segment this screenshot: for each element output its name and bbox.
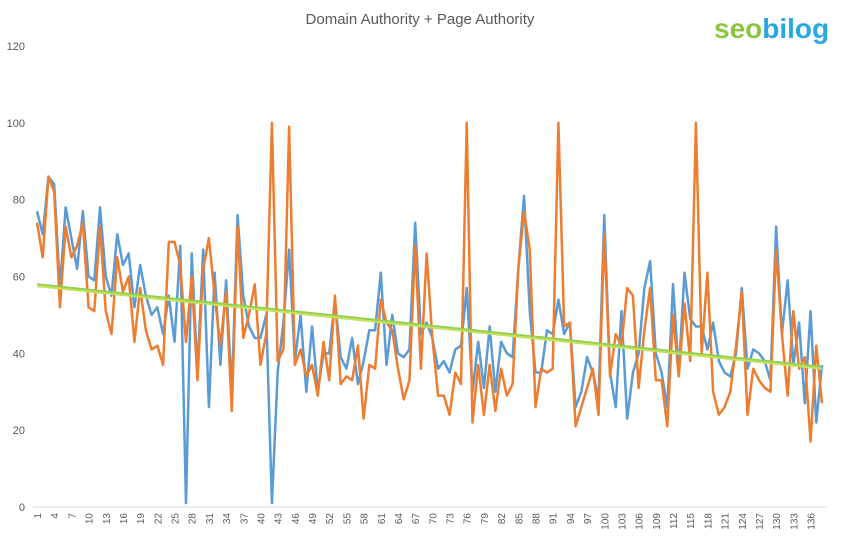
x-tick-label: 97 [583,513,594,525]
trend-line [36,283,823,368]
x-tick-label: 22 [153,513,164,525]
x-tick-label: 130 [772,513,783,530]
y-tick-label: 40 [13,348,25,360]
data-line [35,175,824,505]
chart-title: Domain Authority + Page Authority [306,11,535,28]
x-tick-label: 91 [549,513,560,525]
logo: seobilog [714,13,829,44]
x-tick-label: 94 [566,513,577,525]
y-tick-label: 0 [19,502,25,514]
x-tick-label: 100 [600,513,611,530]
x-tick-label: 1 [33,513,44,519]
x-tick-label: 10 [85,513,96,525]
logo-part: bilog [762,13,829,44]
x-tick-label: 64 [394,513,405,525]
x-tick-label: 13 [102,513,113,525]
x-tick-label: 34 [222,513,233,525]
x-tick-label: 31 [205,513,216,525]
x-tick-label: 28 [188,513,199,525]
y-tick-label: 120 [7,41,25,53]
x-tick-label: 58 [360,513,371,525]
trend-line [36,285,823,370]
x-tick-label: 124 [738,513,749,530]
x-tick-label: 82 [497,513,508,525]
x-tick-label: 115 [686,513,697,529]
x-tick-label: 67 [411,513,422,525]
x-tick-label: 46 [291,513,302,525]
x-tick-label: 40 [256,513,267,525]
y-tick-label: 60 [13,272,25,284]
x-tick-label: 73 [446,513,457,525]
x-tick-label: 118 [703,513,714,529]
x-tick-label: 7 [67,513,78,519]
x-tick-label: 79 [480,513,491,525]
x-tick-label: 106 [635,513,646,530]
data-line [35,121,824,443]
x-tick-label: 112 [669,513,680,529]
x-tick-label: 85 [514,513,525,525]
x-tick-label: 76 [463,513,474,525]
x-tick-label: 43 [274,513,285,525]
y-tick-label: 20 [13,425,25,437]
x-tick-label: 49 [308,513,319,525]
x-tick-label: 127 [755,513,766,530]
y-tick-label: 80 [13,195,25,207]
x-tick-label: 19 [136,513,147,525]
x-tick-label: 103 [617,513,628,530]
x-tick-label: 88 [532,513,543,525]
x-tick-label: 25 [171,513,182,525]
x-tick-label: 55 [342,513,353,525]
x-tick-label: 109 [652,513,663,530]
x-tick-label: 16 [119,513,130,525]
x-tick-label: 61 [377,513,388,525]
x-tick-label: 121 [721,513,732,530]
x-tick-label: 52 [325,513,336,525]
x-tick-label: 70 [428,513,439,525]
x-tick-label: 37 [239,513,250,525]
logo-part: seo [714,13,762,44]
x-tick-label: 136 [807,513,818,530]
x-tick-label: 4 [50,513,61,519]
y-tick-label: 100 [7,118,25,130]
x-tick-label: 133 [789,513,800,530]
